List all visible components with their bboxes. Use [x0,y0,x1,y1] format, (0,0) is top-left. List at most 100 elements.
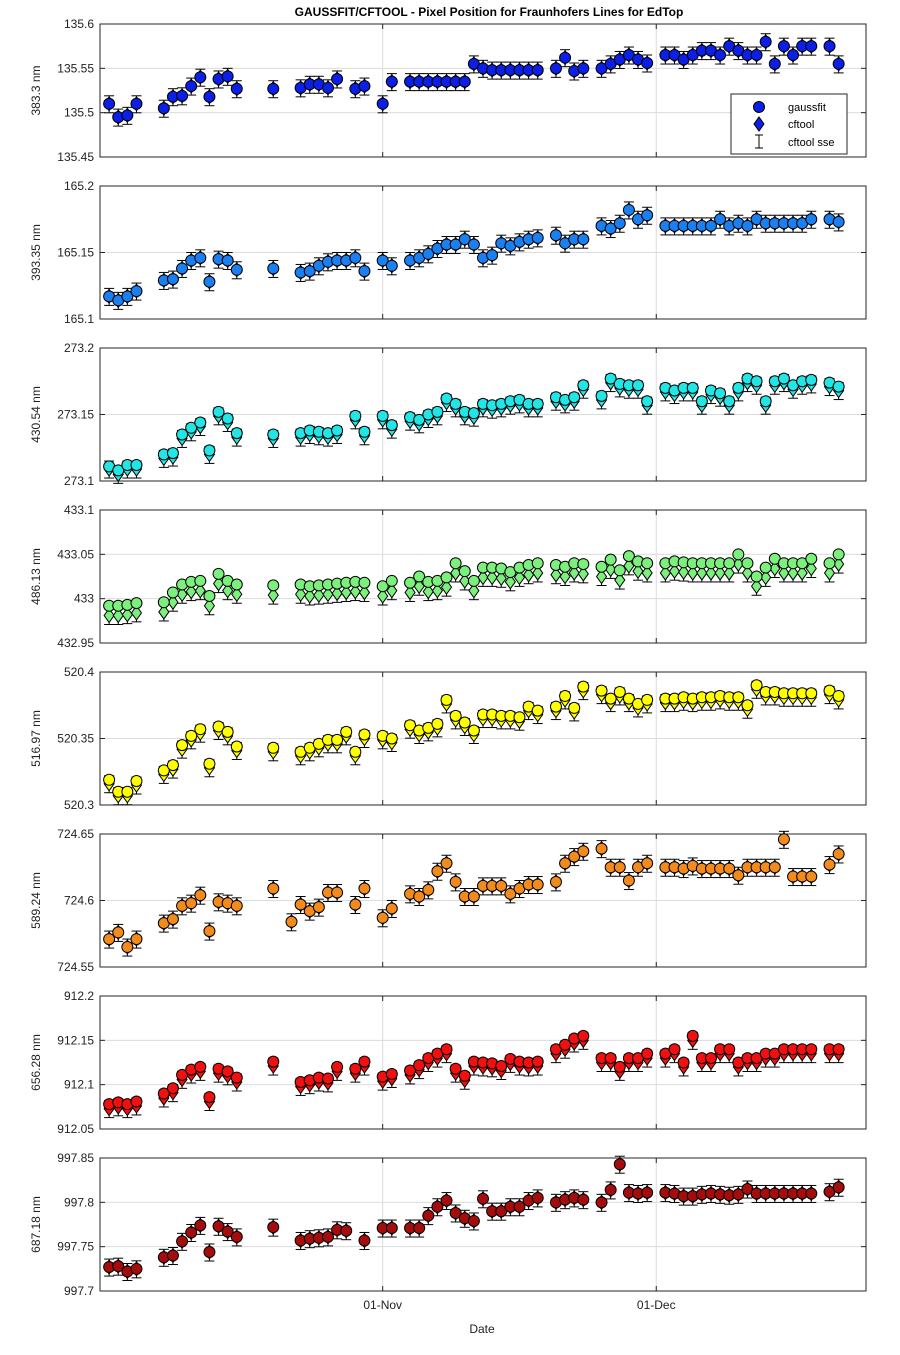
gaussfit-point [194,574,207,587]
gaussfit-point [230,427,243,440]
y-tick-label: 165.2 [64,179,94,193]
gaussfit-point [267,741,280,754]
gaussfit-point [458,716,471,729]
plot-frame [99,23,867,158]
y-tick-label: 135.6 [64,17,94,31]
y-tick-label: 135.45 [57,150,94,164]
legend-gaussfit-marker [753,101,765,113]
gaussfit-point [267,1055,280,1068]
gaussfit-point [130,597,143,610]
gaussfit-point [768,57,781,70]
gaussfit-point [622,874,635,887]
gaussfit-point [604,372,617,385]
gaussfit-point [176,1068,189,1081]
gaussfit-point [805,373,818,386]
gaussfit-point [303,265,316,278]
gaussfit-point [340,1224,353,1237]
gaussfit-point [440,571,453,584]
gaussfit-point [695,395,708,408]
gaussfit-point [531,231,544,244]
y-axis-label: 516.97 nm [29,710,43,767]
gaussfit-point [166,586,179,599]
gaussfit-point [230,1230,243,1243]
cftool-point [577,565,589,582]
gaussfit-point [832,380,845,393]
gaussfit-point [166,913,179,926]
gaussfit-point [741,557,754,570]
gaussfit-point [449,1206,462,1219]
gaussfit-point [604,692,617,705]
gaussfit-point [732,1188,745,1201]
gaussfit-point [358,1234,371,1247]
gaussfit-point [568,391,581,404]
cftool-point [386,582,398,599]
gaussfit-point [823,40,836,53]
gaussfit-point [331,424,344,437]
panel-7: 912.05 912.1 912.15 912.2 656.28 nm [29,989,867,1136]
gaussfit-point [531,557,544,570]
y-tick-label: 432.95 [57,636,94,650]
cftool-point [550,566,562,583]
gaussfit-point [723,395,736,408]
gaussfit-point [467,407,480,420]
gaussfit-point [513,1200,526,1213]
gaussfit-point [604,222,617,235]
gaussfit-point [622,692,635,705]
cftool-point [559,568,571,585]
gaussfit-point [130,285,143,298]
gaussfit-point [577,233,590,246]
panels: 135.45 135.5 135.55 135.6 383.3 nm gaussfit cf… [29,17,867,1312]
cftool-point [112,607,124,624]
gaussfit-point [458,75,471,88]
gaussfit-point [267,428,280,441]
gaussfit-point [103,97,116,110]
gaussfit-point [467,890,480,903]
gaussfit-point [194,71,207,84]
gaussfit-point [130,1262,143,1275]
y-tick-label: 165.15 [57,246,94,260]
panel-5: 520.3 520.35 520.4 516.97 nm [29,665,867,812]
gaussfit-point [185,80,198,93]
y-tick-label: 997.85 [57,1151,94,1165]
gaussfit-point [176,262,189,275]
gaussfit-point [750,375,763,388]
gaussfit-point [759,395,772,408]
gaussfit-point [340,725,353,738]
gaussfit-point [559,689,572,702]
gaussfit-point [230,263,243,276]
cftool-point [130,604,143,621]
y-tick-label: 912.1 [64,1078,94,1092]
gaussfit-point [358,265,371,278]
gaussfit-point [376,97,389,110]
cftool-point [121,606,133,623]
gaussfit-point [431,1200,444,1213]
gaussfit-point [440,392,453,405]
gaussfit-point [212,567,225,580]
gaussfit-point [759,35,772,48]
y-tick-label: 912.15 [57,1033,94,1047]
cftool-point [313,587,325,603]
gaussfit-point [413,413,426,426]
gaussfit-point [595,389,608,402]
gaussfit-point [267,579,280,592]
gaussfit-point [130,459,143,472]
gaussfit-point [349,898,362,911]
cftool-point [422,583,434,600]
gaussfit-point [385,75,398,88]
gaussfit-point [203,1091,216,1104]
cftool-point [522,566,535,583]
gaussfit-point [495,1060,508,1073]
gaussfit-point [823,557,836,570]
gaussfit-point [704,219,717,232]
gaussfit-point [358,576,371,589]
gaussfit-point [376,911,389,924]
gaussfit-point [130,97,143,110]
gaussfit-point [413,1059,426,1072]
cftool-point [714,565,726,581]
cftool-point [778,565,790,581]
cftool-point [823,565,836,581]
gaussfit-point [194,889,207,902]
gaussfit-point [331,886,344,899]
gaussfit-point [486,249,499,262]
